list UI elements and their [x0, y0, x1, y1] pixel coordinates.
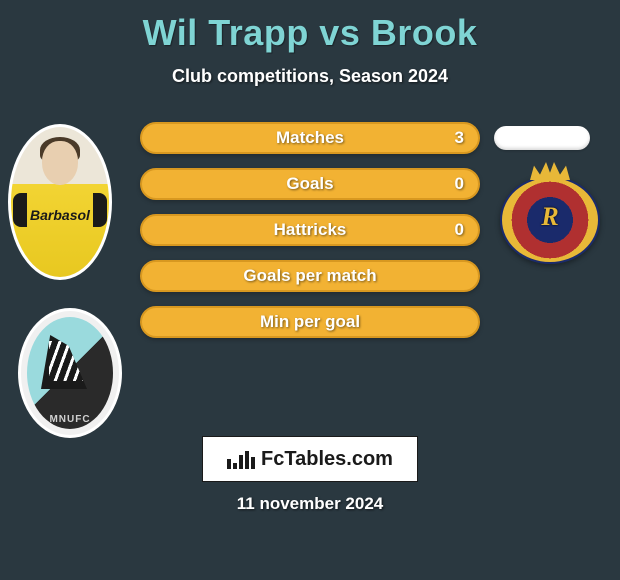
- crown-icon: [530, 162, 570, 180]
- stat-row-goals-per-match: Goals per match: [140, 260, 480, 292]
- stat-label: Goals: [142, 174, 478, 194]
- bar-1: [227, 459, 231, 469]
- watermark: FcTables.com: [202, 436, 418, 482]
- club-logo-monogram: R: [502, 202, 598, 232]
- stats-bars: Matches 3 Goals 0 Hattricks 0 Goals per …: [140, 122, 480, 352]
- jersey-sponsor-text: Barbasol: [11, 207, 109, 223]
- footer-date: 11 november 2024: [0, 494, 620, 514]
- bar-chart-icon: [227, 449, 255, 469]
- stat-label: Matches: [142, 128, 478, 148]
- club-logo-abbr: MNUFC: [21, 414, 119, 425]
- player2-club-logo: R: [500, 176, 600, 264]
- stat-value-left: 0: [455, 174, 464, 194]
- page-title: Wil Trapp vs Brook: [0, 0, 620, 54]
- player1-photo: Barbasol: [8, 124, 112, 280]
- stat-row-goals: Goals 0: [140, 168, 480, 200]
- bar-3: [239, 455, 243, 469]
- player2-photo-placeholder: [494, 126, 590, 150]
- stat-value-left: 0: [455, 220, 464, 240]
- stat-row-hattricks: Hattricks 0: [140, 214, 480, 246]
- bar-5: [251, 457, 255, 469]
- player-head-shape: [42, 141, 78, 185]
- bar-4: [245, 451, 249, 469]
- page-subtitle: Club competitions, Season 2024: [0, 66, 620, 87]
- stat-label: Goals per match: [142, 266, 478, 286]
- stat-row-matches: Matches 3: [140, 122, 480, 154]
- stat-label: Min per goal: [142, 312, 478, 332]
- bar-2: [233, 463, 237, 469]
- stat-label: Hattricks: [142, 220, 478, 240]
- player1-club-logo: MNUFC: [18, 308, 122, 438]
- stat-row-min-per-goal: Min per goal: [140, 306, 480, 338]
- stat-value-left: 3: [455, 128, 464, 148]
- watermark-text: FcTables.com: [261, 448, 393, 471]
